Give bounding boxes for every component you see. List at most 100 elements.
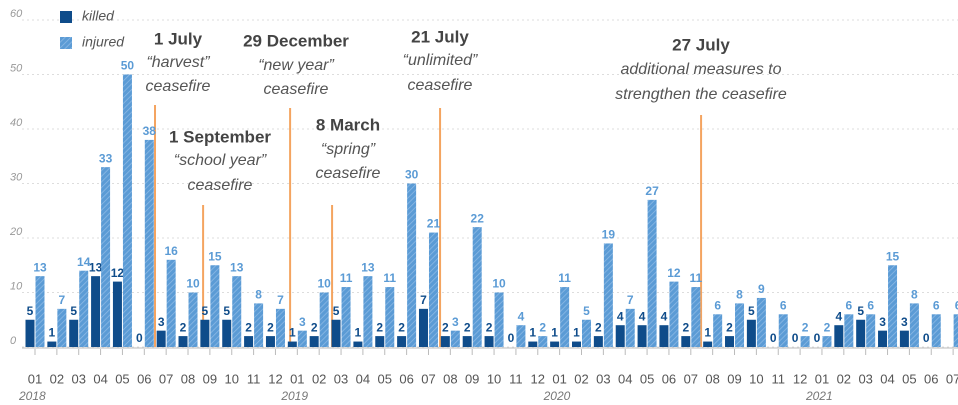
value-label: 1	[289, 326, 296, 340]
value-label: 5	[223, 304, 230, 318]
injured-bar	[582, 319, 591, 347]
x-tick-label: 07	[946, 371, 958, 386]
x-tick-label: 09	[465, 371, 479, 386]
killed-bar	[265, 336, 275, 347]
value-label: 30	[405, 168, 419, 182]
y-tick-label: 40	[10, 117, 23, 129]
killed-bar	[69, 319, 79, 347]
value-label: 11	[689, 271, 702, 285]
injured-bar	[909, 303, 919, 347]
killed-bar	[681, 336, 691, 347]
value-label: 11	[558, 271, 571, 285]
x-tick-label: 10	[749, 371, 763, 386]
value-label: 3	[158, 315, 165, 329]
x-tick-label: 11	[509, 371, 523, 386]
killed-bar	[178, 336, 188, 347]
value-label: 10	[492, 277, 506, 291]
x-tick-label: 08	[181, 371, 195, 386]
injured-bar	[122, 74, 132, 347]
killed-bar	[593, 336, 603, 347]
x-tick-label: 06	[137, 371, 151, 386]
x-tick-label: 01	[290, 371, 304, 386]
annotation-text: ceasefire	[264, 81, 329, 98]
x-tick-label: 01	[552, 371, 566, 386]
killed-bar	[418, 308, 428, 347]
value-label: 5	[748, 304, 755, 318]
value-label: 4	[639, 309, 646, 323]
value-label: 5	[70, 304, 77, 318]
value-label: 10	[186, 277, 200, 291]
y-tick-label: 0	[10, 335, 17, 347]
killed-bar	[615, 325, 625, 347]
value-label: 2	[539, 320, 546, 334]
value-label: 22	[471, 211, 485, 225]
y-tick-label: 10	[10, 280, 23, 292]
x-tick-label: 06	[924, 371, 938, 386]
killed-bar	[462, 336, 472, 347]
value-label: 6	[845, 298, 852, 312]
annotation-text: “spring”	[321, 141, 376, 158]
value-label: 0	[136, 331, 143, 345]
injured-bar	[166, 259, 176, 347]
value-label: 4	[617, 309, 624, 323]
value-label: 13	[361, 260, 375, 274]
killed-bar	[659, 325, 669, 347]
injured-bar	[538, 336, 548, 347]
injured-bar	[756, 297, 766, 347]
annotation-text: additional measures to	[621, 61, 782, 78]
value-label: 16	[164, 244, 178, 258]
x-tick-label: 05	[640, 371, 654, 386]
killed-bar	[353, 341, 363, 347]
injured-bar	[778, 314, 788, 347]
killed-bar	[440, 336, 450, 347]
x-tick-label: 05	[378, 371, 392, 386]
value-label: 6	[955, 298, 958, 312]
injured-bar	[232, 276, 242, 347]
killed-bar	[25, 319, 35, 347]
x-tick-label: 04	[93, 371, 107, 386]
killed-bar	[528, 341, 538, 347]
value-label: 7	[59, 293, 66, 307]
annotation-text: “school year”	[174, 152, 267, 169]
killed-bar	[200, 319, 210, 347]
x-tick-label: 03	[71, 371, 85, 386]
year-label: 2019	[280, 389, 308, 403]
annotation-text: 8 March	[316, 115, 380, 134]
value-label: 4	[835, 309, 842, 323]
x-tick-label: 07	[421, 371, 435, 386]
killed-bar	[287, 341, 297, 347]
x-tick-label: 09	[727, 371, 741, 386]
value-label: 6	[780, 298, 787, 312]
value-label: 3	[901, 315, 908, 329]
value-label: 13	[89, 260, 103, 274]
legend-label: killed	[82, 8, 115, 24]
y-tick-label: 20	[9, 226, 23, 238]
killed-bar	[878, 330, 888, 347]
injured-bar	[647, 199, 657, 347]
value-label: 1	[49, 326, 56, 340]
annotation-text: ceasefire	[316, 165, 381, 182]
value-label: 2	[726, 320, 733, 334]
value-label: 3	[299, 315, 306, 329]
x-tick-label: 04	[356, 371, 370, 386]
injured-bar	[210, 265, 220, 347]
value-label: 0	[508, 331, 515, 345]
legend-swatch	[60, 37, 72, 49]
x-tick-label: 02	[837, 371, 851, 386]
injured-bar	[713, 314, 723, 347]
value-label: 12	[667, 266, 681, 280]
injured-bar	[188, 292, 198, 347]
killed-bar	[703, 341, 713, 347]
x-tick-label: 04	[618, 371, 632, 386]
x-tick-label: 11	[247, 371, 261, 386]
value-label: 2	[824, 320, 831, 334]
x-tick-label: 01	[815, 371, 829, 386]
value-label: 5	[202, 304, 209, 318]
injured-bar	[385, 287, 395, 347]
value-label: 13	[230, 260, 244, 274]
x-tick-label: 12	[268, 371, 282, 386]
injured-bar	[319, 292, 329, 347]
value-label: 11	[383, 271, 396, 285]
killed-bar	[637, 325, 647, 347]
killed-bar	[47, 341, 57, 347]
